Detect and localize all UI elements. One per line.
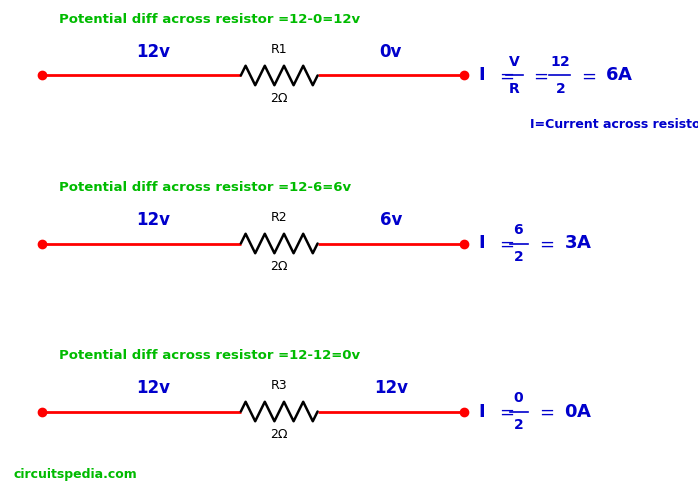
Text: $\mathbf{I}$: $\mathbf{I}$ <box>478 403 485 420</box>
Text: $\mathbf{12}$: $\mathbf{12}$ <box>550 55 570 69</box>
Text: 2Ω: 2Ω <box>270 429 288 441</box>
Text: $=$: $=$ <box>496 403 514 420</box>
Text: $\mathbf{I}$: $\mathbf{I}$ <box>478 67 485 84</box>
Text: $\mathbf{3A}$: $\mathbf{3A}$ <box>564 235 593 252</box>
Text: $=$: $=$ <box>496 67 514 84</box>
Text: $\mathbf{V}$: $\mathbf{V}$ <box>508 55 521 69</box>
Text: $=$: $=$ <box>578 67 597 84</box>
Text: $\mathbf{0}$: $\mathbf{0}$ <box>513 391 524 405</box>
Text: 12v: 12v <box>374 379 408 397</box>
Text: $\mathbf{R}$: $\mathbf{R}$ <box>508 82 521 96</box>
Text: $\mathbf{6}$: $\mathbf{6}$ <box>513 223 524 237</box>
Text: Potential diff across resistor =12-12=0v: Potential diff across resistor =12-12=0v <box>59 349 360 362</box>
Text: $=$: $=$ <box>496 235 514 252</box>
Text: $\mathbf{2}$: $\mathbf{2}$ <box>513 418 524 432</box>
Text: 0v: 0v <box>380 43 402 61</box>
Text: 6v: 6v <box>380 211 402 229</box>
Text: $\mathbf{2}$: $\mathbf{2}$ <box>513 250 524 264</box>
Text: R1: R1 <box>271 43 288 56</box>
Text: R2: R2 <box>271 211 288 224</box>
Text: 12v: 12v <box>137 43 170 61</box>
Text: 2Ω: 2Ω <box>270 93 288 105</box>
Text: R3: R3 <box>271 379 288 392</box>
Text: Potential diff across resistor =12-6=6v: Potential diff across resistor =12-6=6v <box>59 181 352 194</box>
Text: $=$: $=$ <box>536 235 555 252</box>
Text: Potential diff across resistor =12-0=12v: Potential diff across resistor =12-0=12v <box>59 13 360 26</box>
Text: $=$: $=$ <box>536 403 555 420</box>
Text: $\mathbf{2}$: $\mathbf{2}$ <box>554 82 565 96</box>
Text: $\mathbf{0A}$: $\mathbf{0A}$ <box>564 403 593 420</box>
Text: 2Ω: 2Ω <box>270 261 288 273</box>
Text: 12v: 12v <box>137 379 170 397</box>
Text: $\mathbf{6A}$: $\mathbf{6A}$ <box>605 67 634 84</box>
Text: circuitspedia.com: circuitspedia.com <box>14 468 138 481</box>
Text: I=Current across resistor: I=Current across resistor <box>530 118 698 131</box>
Text: $\mathbf{I}$: $\mathbf{I}$ <box>478 235 485 252</box>
Text: 12v: 12v <box>137 211 170 229</box>
Text: $=$: $=$ <box>530 67 549 84</box>
